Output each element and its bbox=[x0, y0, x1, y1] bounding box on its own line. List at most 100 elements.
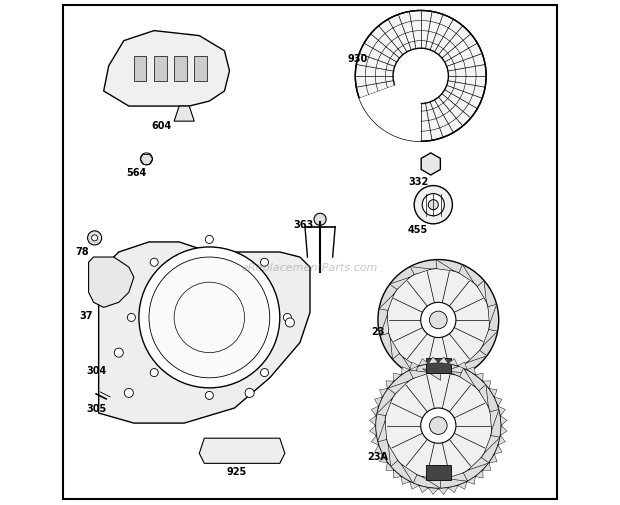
Circle shape bbox=[149, 258, 270, 378]
Bar bbox=[229, 446, 255, 459]
Polygon shape bbox=[409, 370, 431, 379]
Polygon shape bbox=[482, 330, 498, 346]
Polygon shape bbox=[374, 445, 383, 455]
Text: eReplacementParts.com: eReplacementParts.com bbox=[242, 263, 378, 273]
Polygon shape bbox=[483, 463, 491, 471]
Polygon shape bbox=[379, 454, 388, 463]
Text: 23: 23 bbox=[371, 327, 384, 337]
Circle shape bbox=[92, 235, 97, 241]
Bar bbox=[426, 358, 451, 373]
Text: 305: 305 bbox=[86, 403, 106, 413]
Bar bbox=[426, 465, 451, 480]
Circle shape bbox=[140, 154, 153, 166]
Polygon shape bbox=[483, 381, 491, 389]
Polygon shape bbox=[484, 436, 500, 453]
Polygon shape bbox=[438, 488, 448, 494]
Circle shape bbox=[283, 314, 291, 322]
Bar bbox=[134, 57, 146, 82]
Polygon shape bbox=[104, 31, 229, 107]
Polygon shape bbox=[458, 362, 467, 370]
Polygon shape bbox=[436, 363, 454, 375]
Polygon shape bbox=[371, 436, 378, 445]
Text: 304: 304 bbox=[86, 366, 106, 376]
Polygon shape bbox=[99, 242, 310, 423]
Polygon shape bbox=[386, 463, 394, 471]
Polygon shape bbox=[391, 338, 399, 360]
Polygon shape bbox=[390, 278, 410, 290]
Circle shape bbox=[245, 389, 254, 397]
Polygon shape bbox=[379, 389, 388, 397]
Polygon shape bbox=[394, 470, 401, 478]
Polygon shape bbox=[174, 107, 194, 122]
Polygon shape bbox=[423, 369, 441, 381]
Polygon shape bbox=[500, 416, 507, 426]
Polygon shape bbox=[419, 359, 428, 366]
Polygon shape bbox=[479, 385, 489, 407]
Circle shape bbox=[430, 312, 447, 329]
Circle shape bbox=[139, 247, 280, 388]
Polygon shape bbox=[498, 436, 505, 445]
Circle shape bbox=[205, 391, 213, 399]
Polygon shape bbox=[371, 407, 378, 416]
Polygon shape bbox=[410, 482, 419, 489]
Bar bbox=[174, 57, 187, 82]
Polygon shape bbox=[488, 305, 497, 325]
Circle shape bbox=[376, 363, 501, 488]
Polygon shape bbox=[459, 368, 475, 387]
Polygon shape bbox=[378, 421, 387, 442]
Polygon shape bbox=[428, 357, 438, 364]
Polygon shape bbox=[498, 407, 505, 416]
Circle shape bbox=[378, 260, 498, 381]
Polygon shape bbox=[401, 477, 410, 484]
Polygon shape bbox=[489, 389, 497, 397]
Polygon shape bbox=[410, 362, 419, 370]
Text: 455: 455 bbox=[408, 224, 428, 234]
Text: 930: 930 bbox=[348, 54, 368, 64]
Circle shape bbox=[385, 372, 492, 479]
Polygon shape bbox=[476, 374, 483, 381]
Polygon shape bbox=[436, 260, 454, 272]
Text: 332: 332 bbox=[408, 176, 428, 186]
Circle shape bbox=[421, 408, 456, 443]
Polygon shape bbox=[401, 367, 410, 375]
Circle shape bbox=[428, 200, 438, 210]
Polygon shape bbox=[494, 397, 502, 407]
Polygon shape bbox=[500, 426, 507, 436]
Circle shape bbox=[150, 369, 158, 377]
Circle shape bbox=[285, 318, 294, 327]
Circle shape bbox=[114, 348, 123, 358]
Polygon shape bbox=[370, 426, 376, 436]
Polygon shape bbox=[403, 358, 418, 376]
Bar bbox=[154, 57, 167, 82]
Polygon shape bbox=[386, 381, 394, 389]
Polygon shape bbox=[394, 374, 401, 381]
Circle shape bbox=[150, 259, 158, 267]
Polygon shape bbox=[494, 445, 502, 455]
Polygon shape bbox=[380, 316, 389, 336]
Circle shape bbox=[127, 314, 135, 322]
Circle shape bbox=[430, 417, 447, 435]
Circle shape bbox=[393, 49, 448, 105]
Polygon shape bbox=[402, 465, 417, 483]
Polygon shape bbox=[476, 470, 483, 478]
Polygon shape bbox=[467, 477, 476, 484]
Polygon shape bbox=[438, 357, 448, 364]
Circle shape bbox=[355, 12, 486, 142]
Text: 363: 363 bbox=[293, 220, 314, 230]
Polygon shape bbox=[428, 488, 438, 494]
Polygon shape bbox=[467, 350, 487, 363]
Circle shape bbox=[414, 186, 453, 224]
Polygon shape bbox=[422, 477, 441, 488]
Polygon shape bbox=[379, 294, 394, 311]
Polygon shape bbox=[370, 416, 376, 426]
Polygon shape bbox=[410, 267, 432, 275]
Circle shape bbox=[314, 214, 326, 226]
Circle shape bbox=[422, 194, 445, 216]
Polygon shape bbox=[199, 438, 285, 464]
Polygon shape bbox=[419, 485, 428, 493]
Bar bbox=[194, 57, 207, 82]
Polygon shape bbox=[446, 473, 467, 481]
Circle shape bbox=[260, 259, 268, 267]
Polygon shape bbox=[490, 410, 499, 430]
Circle shape bbox=[205, 236, 213, 244]
